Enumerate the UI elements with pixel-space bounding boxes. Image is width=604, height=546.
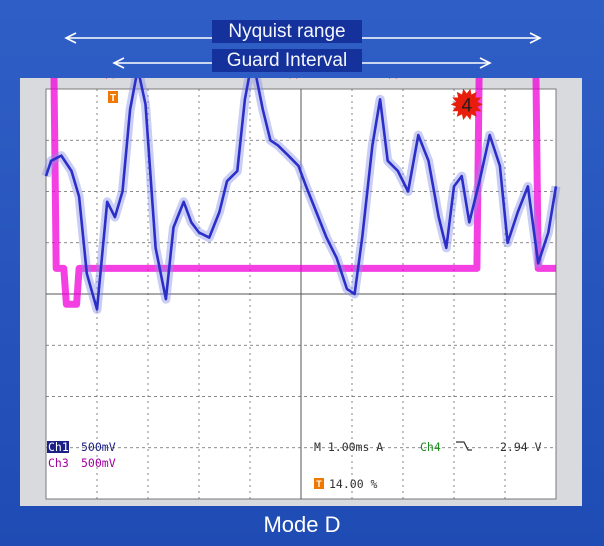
marker-1-starburst [105, 78, 114, 79]
ch1-scale: 500mV [81, 440, 116, 454]
ch1-badge [47, 441, 69, 453]
marker-4-starburst [450, 88, 483, 120]
graticule-grid [46, 89, 556, 499]
trigger-readout-letter: T [316, 479, 322, 489]
mode-caption: Mode D [263, 512, 341, 537]
nyquist-arrow-right [529, 32, 542, 44]
ch1-trace [44, 78, 558, 311]
ch3-trace [50, 78, 556, 308]
guard-arrow-left [112, 57, 125, 69]
timebase-readout: M 1.00ms A [314, 440, 383, 454]
ch3-label: Ch3 [48, 456, 69, 470]
marker-3-starburst [388, 78, 397, 79]
nyquist-range-label: Nyquist range [212, 20, 362, 43]
trigger-marker-bg [108, 91, 118, 103]
trigger-level: 2.94 V [500, 440, 542, 454]
falling-edge-icon [456, 441, 472, 451]
scope-display: 1234 T Ch1 500mV Ch3 500mV M 1.00ms A Ch… [41, 78, 561, 500]
oscilloscope-screenshot: 1234 T Ch1 500mV Ch3 500mV M 1.00ms A Ch… [20, 78, 582, 506]
subframe-markers: 1234 [105, 78, 483, 120]
trigger-position-readout: T 14.00 % [314, 477, 378, 491]
marker-4-label: 4 [461, 95, 472, 116]
trigger-readout-icon [314, 478, 324, 489]
marker-2-starburst [289, 78, 298, 79]
trigger-channel: Ch4 [420, 440, 441, 454]
trigger-position-value: 14.00 % [329, 477, 378, 491]
ch3-scale: 500mV [81, 456, 116, 470]
guard-arrow-right [479, 57, 492, 69]
trigger-position-marker: T [108, 91, 118, 104]
ch1-label: Ch1 [48, 440, 69, 454]
trigger-marker-letter: T [110, 93, 116, 104]
nyquist-arrow-left [64, 32, 77, 44]
guard-interval-label: Guard Interval [212, 49, 362, 72]
